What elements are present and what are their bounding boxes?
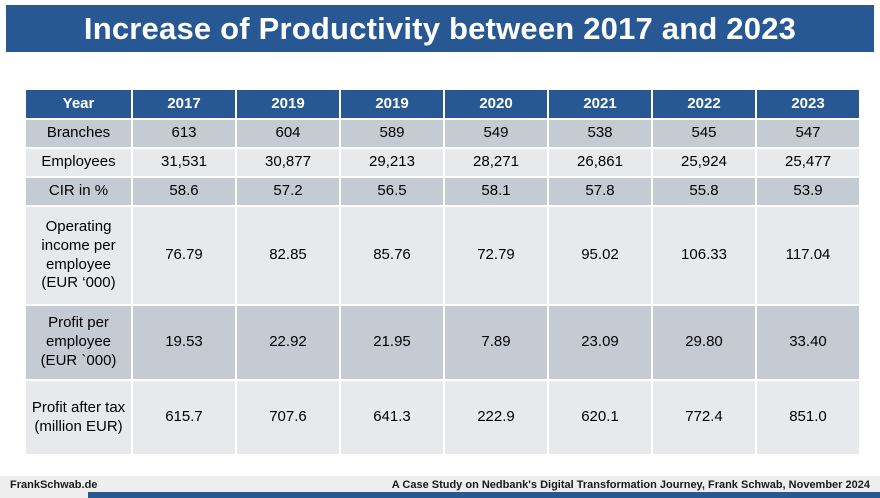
table-row-branches: Branches 613 604 589 549 538 545 547 [24, 118, 861, 149]
table-cell: 28,271 [443, 147, 549, 178]
row-label: Operating income per employee (EUR ‘000) [24, 205, 133, 306]
title-banner: Increase of Productivity between 2017 an… [6, 5, 874, 52]
row-label: Profit after tax (million EUR) [24, 379, 133, 456]
table-row-operating-income: Operating income per employee (EUR ‘000)… [24, 205, 861, 306]
footer-right-text: A Case Study on Nedbank's Digital Transf… [391, 479, 870, 491]
slide-title: Increase of Productivity between 2017 an… [83, 10, 797, 46]
header-cell: 2019 [235, 88, 341, 120]
table-cell: 31,531 [131, 147, 237, 178]
table-cell: 23.09 [547, 304, 653, 381]
table-cell: 589 [339, 118, 445, 149]
table-cell: 76.79 [131, 205, 237, 306]
table-cell: 30,877 [235, 147, 341, 178]
row-label: Profit per employee (EUR `000) [24, 304, 133, 381]
header-cell: 2021 [547, 88, 653, 120]
table-cell: 72.79 [443, 205, 549, 306]
table-cell: 55.8 [651, 176, 757, 207]
table-cell: 26,861 [547, 147, 653, 178]
table-cell: 29,213 [339, 147, 445, 178]
header-cell-year: Year [24, 88, 133, 120]
table-cell: 22.92 [235, 304, 341, 381]
table-cell: 613 [131, 118, 237, 149]
table-cell: 7.89 [443, 304, 549, 381]
table-row-profit-per-employee: Profit per employee (EUR `000) 19.53 22.… [24, 304, 861, 381]
table-cell: 95.02 [547, 205, 653, 306]
footer-left-text: FrankSchwab.de [10, 479, 98, 491]
header-cell: 2019 [339, 88, 445, 120]
table-cell: 29.80 [651, 304, 757, 381]
table-cell: 82.85 [235, 205, 341, 306]
table-cell: 19.53 [131, 304, 237, 381]
table-cell: 21.95 [339, 304, 445, 381]
productivity-table: Year 2017 2019 2019 2020 2021 2022 2023 … [24, 88, 861, 456]
table-cell: 549 [443, 118, 549, 149]
table-cell: 615.7 [131, 379, 237, 456]
table-cell: 641.3 [339, 379, 445, 456]
table-row-profit-after-tax: Profit after tax (million EUR) 615.7 707… [24, 379, 861, 456]
table-row-cir: CIR in % 58.6 57.2 56.5 58.1 57.8 55.8 5… [24, 176, 861, 207]
bottom-accent-bar [88, 492, 880, 498]
table-cell: 851.0 [755, 379, 861, 456]
table-cell: 25,477 [755, 147, 861, 178]
row-label: Branches [24, 118, 133, 149]
header-cell: 2020 [443, 88, 549, 120]
table-cell: 222.9 [443, 379, 549, 456]
table-cell: 25,924 [651, 147, 757, 178]
table-row-employees: Employees 31,531 30,877 29,213 28,271 26… [24, 147, 861, 178]
table-cell: 56.5 [339, 176, 445, 207]
table-cell: 85.76 [339, 205, 445, 306]
row-label: CIR in % [24, 176, 133, 207]
table-cell: 57.2 [235, 176, 341, 207]
table-header-row: Year 2017 2019 2019 2020 2021 2022 2023 [24, 88, 861, 120]
header-cell: 2017 [131, 88, 237, 120]
header-cell: 2022 [651, 88, 757, 120]
table-cell: 57.8 [547, 176, 653, 207]
row-label: Employees [24, 147, 133, 178]
table-cell: 620.1 [547, 379, 653, 456]
table-cell: 547 [755, 118, 861, 149]
header-cell: 2023 [755, 88, 861, 120]
table-cell: 117.04 [755, 205, 861, 306]
table-cell: 604 [235, 118, 341, 149]
table-cell: 58.6 [131, 176, 237, 207]
table-cell: 33.40 [755, 304, 861, 381]
table-cell: 53.9 [755, 176, 861, 207]
table-cell: 106.33 [651, 205, 757, 306]
table-cell: 772.4 [651, 379, 757, 456]
table-cell: 538 [547, 118, 653, 149]
table-cell: 58.1 [443, 176, 549, 207]
table-cell: 545 [651, 118, 757, 149]
table-cell: 707.6 [235, 379, 341, 456]
